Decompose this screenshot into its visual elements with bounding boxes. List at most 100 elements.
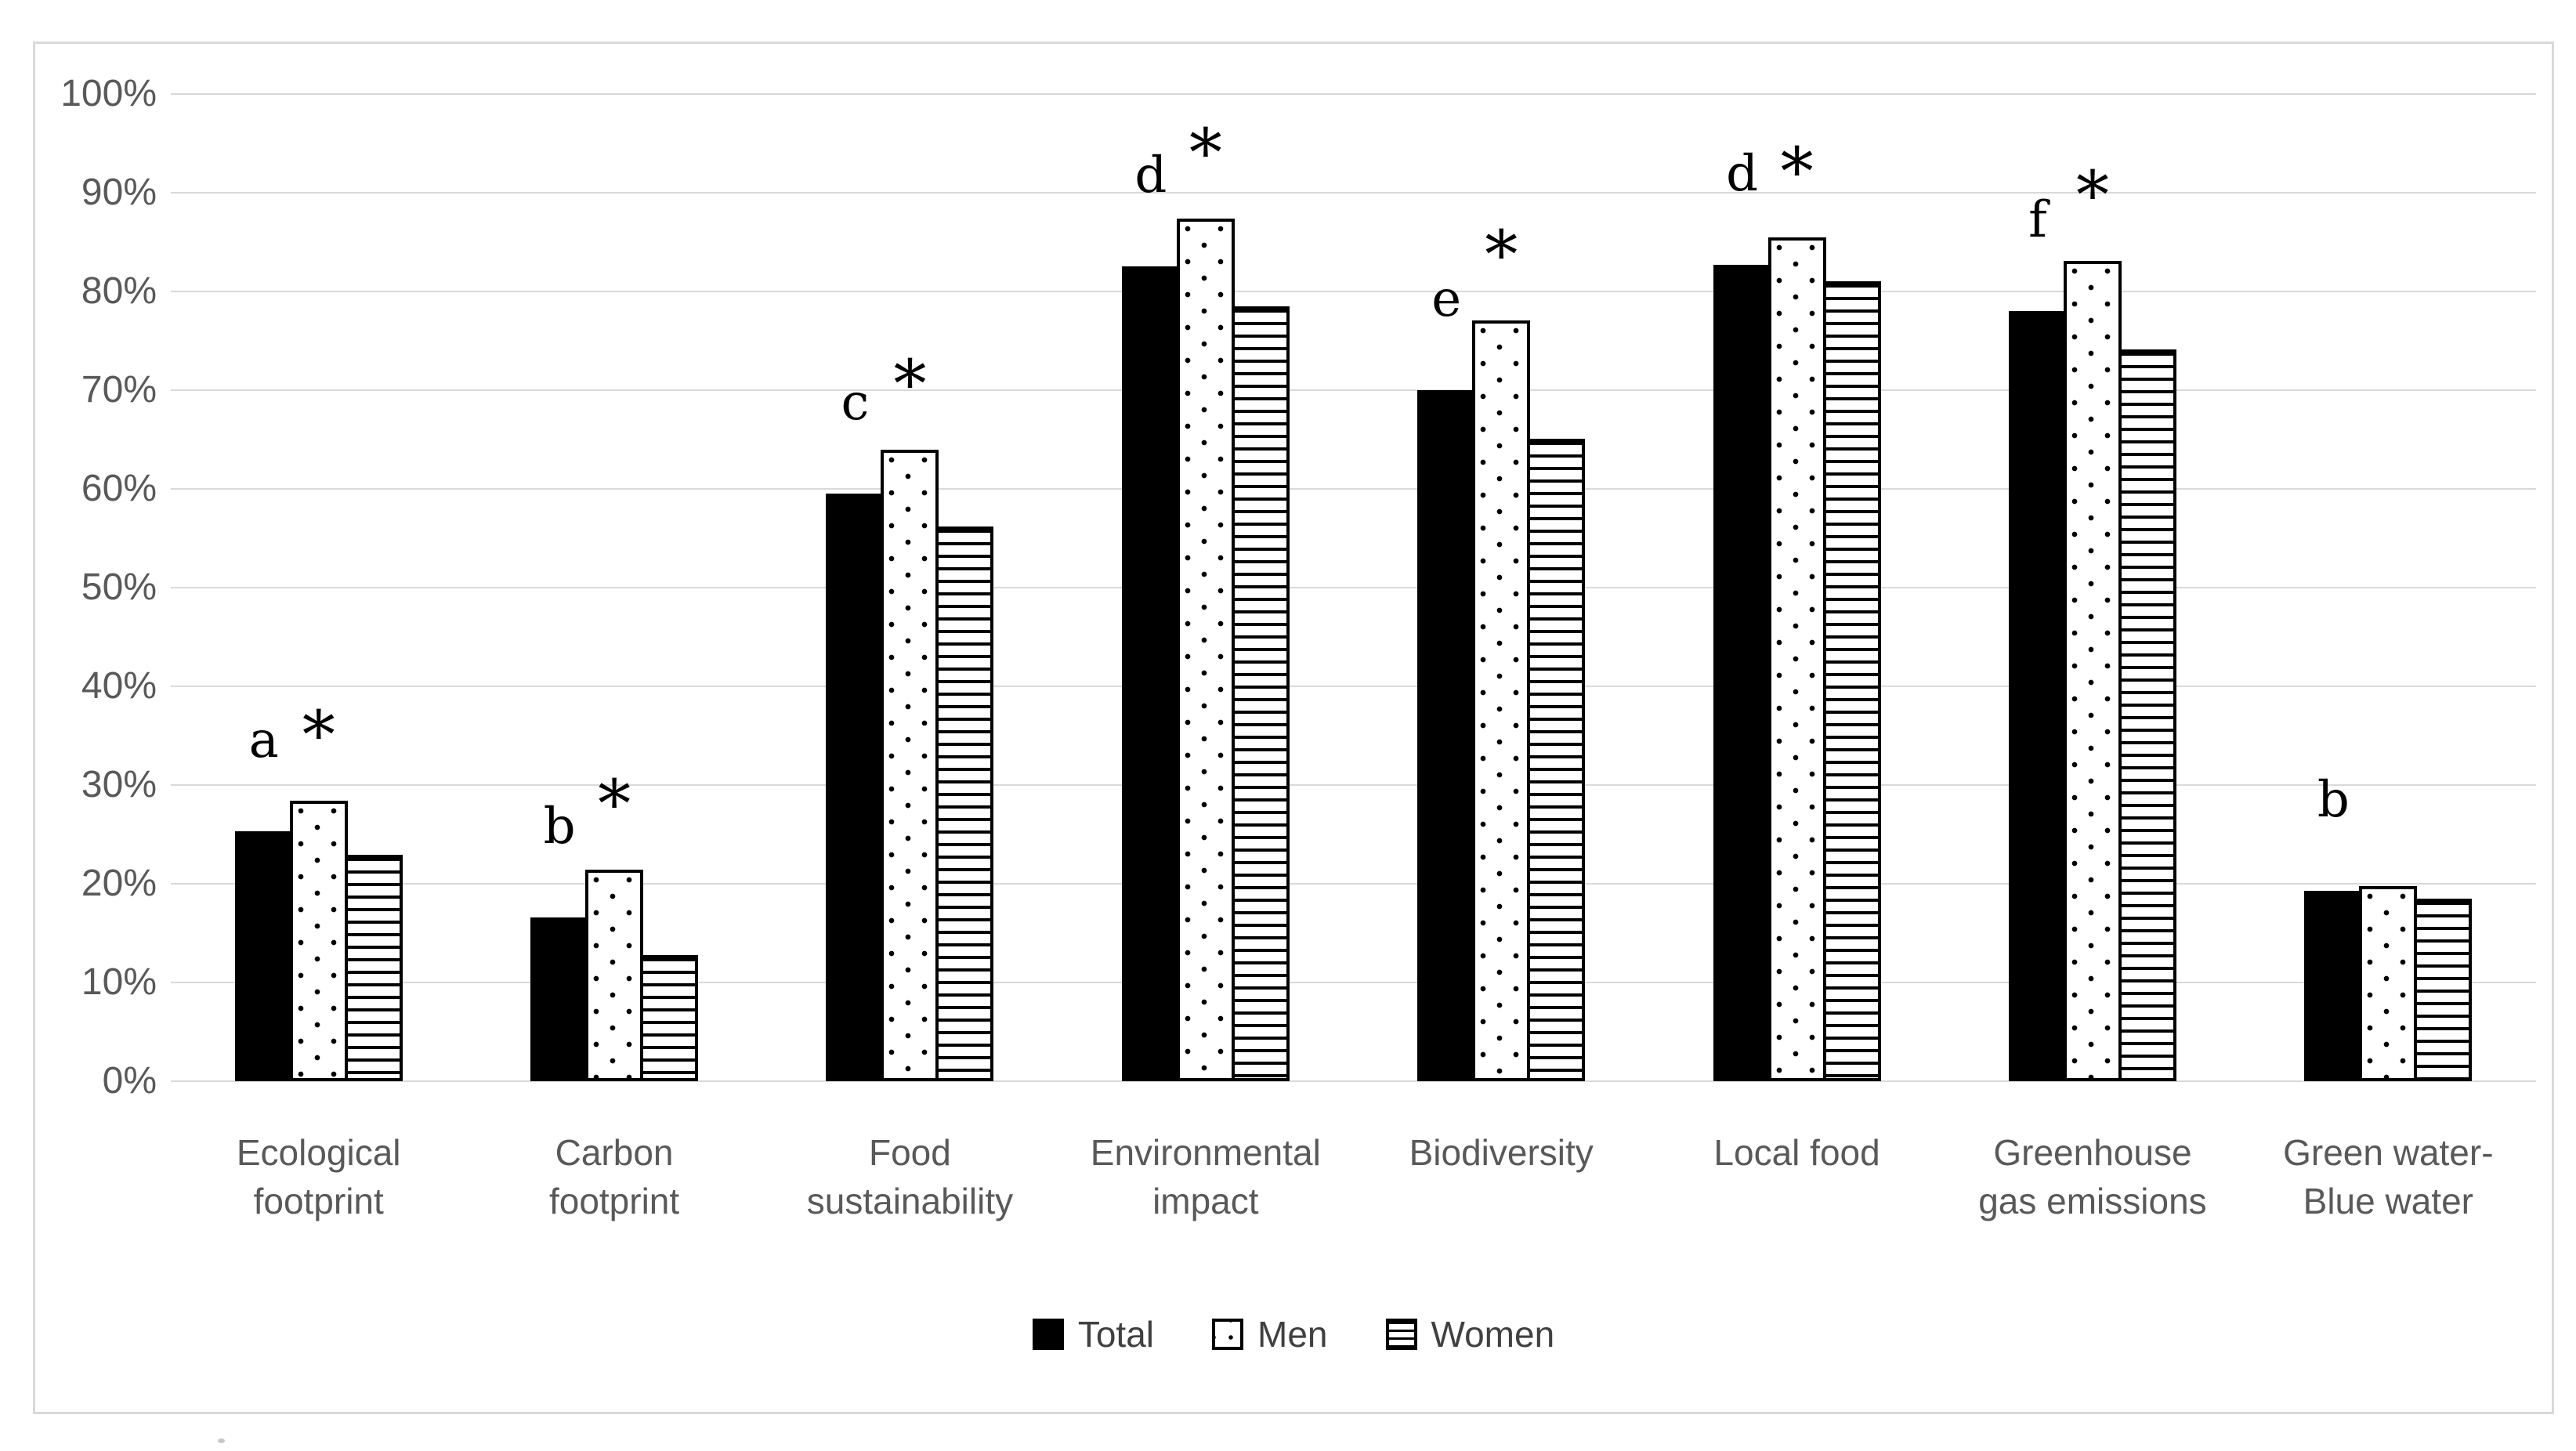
x-category-label-line: footprint xyxy=(548,1181,680,1221)
bar-women xyxy=(640,955,699,1081)
x-category-label: Green water- Blue water xyxy=(2241,1128,2536,1225)
x-category-label-line: sustainability xyxy=(806,1181,1014,1221)
annotation-letter: d xyxy=(1134,147,1167,204)
bar-women xyxy=(344,855,403,1081)
legend-label: Men xyxy=(1257,1314,1328,1355)
bar-women xyxy=(1231,306,1290,1081)
legend-item: Total xyxy=(1032,1313,1155,1355)
bar-men: * xyxy=(1176,120,1235,1081)
annotation-asterisk: * xyxy=(1485,216,1518,293)
annotation-letter: b xyxy=(543,798,576,856)
bar-women xyxy=(2118,349,2176,1081)
annotation-letter: e xyxy=(1431,270,1462,328)
bar-total: f xyxy=(2008,195,2067,1081)
y-tick-label: 60% xyxy=(81,468,157,509)
y-tick-label: 90% xyxy=(81,172,157,213)
bar-group: c * xyxy=(762,94,1058,1081)
y-tick-label: 0% xyxy=(102,1060,157,1102)
gridline xyxy=(171,686,2536,687)
x-category-label-line: Ecological xyxy=(236,1132,401,1173)
bar-men: * xyxy=(881,351,939,1081)
gridline xyxy=(171,982,2536,983)
x-category-label: Food sustainability xyxy=(762,1128,1058,1225)
y-tick-label: 50% xyxy=(81,566,157,608)
bar-group: f * xyxy=(1945,94,2240,1081)
annotation-letter: f xyxy=(2028,191,2047,249)
x-category-label-line: Green water- xyxy=(2283,1132,2494,1173)
legend-item: Men xyxy=(1212,1313,1328,1355)
bar-women xyxy=(935,526,994,1081)
x-category-label-line: impact xyxy=(1152,1181,1259,1221)
x-category-label: Carbon footprint xyxy=(466,1128,762,1225)
x-category-label: Biodiversity xyxy=(1354,1128,1649,1225)
legend-swatch-men xyxy=(1212,1319,1244,1350)
bar-total: e xyxy=(1417,274,1476,1081)
gridline xyxy=(171,291,2536,292)
x-category-label-line: footprint xyxy=(253,1181,384,1221)
gridline xyxy=(171,192,2536,194)
legend: Total Men Women xyxy=(35,1313,2552,1355)
bar-total: c xyxy=(826,378,885,1081)
legend-label: Total xyxy=(1077,1314,1155,1355)
legend-swatch-total xyxy=(1032,1319,1064,1350)
bar-group: d * xyxy=(1649,94,1945,1081)
bar-total: d xyxy=(1713,149,1771,1081)
gridline xyxy=(171,587,2536,588)
bar-group: d * xyxy=(1058,94,1353,1081)
annotation-letter: a xyxy=(248,711,279,769)
y-tick-label: 100% xyxy=(60,73,157,114)
bar-total: a xyxy=(234,715,293,1081)
x-category-label-line: Biodiversity xyxy=(1409,1132,1594,1173)
gridline xyxy=(171,883,2536,885)
y-tick-label: 70% xyxy=(81,369,157,411)
annotation-asterisk: * xyxy=(302,697,335,773)
x-category-label: Ecological footprint xyxy=(171,1128,466,1225)
bar-group: e * xyxy=(1354,94,1649,1081)
x-category-label: Environmental impact xyxy=(1058,1128,1353,1225)
annotation-letter: d xyxy=(1726,145,1759,203)
bar-women xyxy=(1822,281,1881,1081)
gridline xyxy=(171,1080,2536,1082)
y-tick-label: 10% xyxy=(81,961,157,1003)
x-category-label: Local food xyxy=(1649,1128,1945,1225)
bar-men xyxy=(2359,886,2418,1081)
gridline xyxy=(171,389,2536,391)
x-axis-labels: Ecological footprint Carbon footprint Food su… xyxy=(171,1128,2536,1225)
y-tick-label: 20% xyxy=(81,863,157,904)
x-category-label-line: gas emissions xyxy=(1978,1181,2207,1221)
x-category-label-line: Blue water xyxy=(2303,1181,2473,1221)
plot-groups: a * b * c * d * e * d * f * b xyxy=(171,94,2536,1081)
x-category-label-line: Greenhouse xyxy=(1993,1132,2192,1173)
bar-men: * xyxy=(1472,222,1531,1081)
legend-item: Women xyxy=(1385,1313,1554,1355)
gridline xyxy=(171,93,2536,95)
gridline xyxy=(171,784,2536,786)
x-category-label-line: Environmental xyxy=(1090,1132,1321,1173)
legend-swatch-women xyxy=(1385,1319,1417,1350)
bar-women xyxy=(2414,899,2473,1081)
bar-total: b xyxy=(530,801,589,1081)
bar-men: * xyxy=(1767,139,1826,1081)
annotation-letter: b xyxy=(2317,771,2350,829)
bar-group: b * xyxy=(466,94,762,1081)
y-axis: 0% 10% 20% 30% 40% 50% 60% 70% 80% 90% 100% xyxy=(0,74,157,1102)
gridline xyxy=(171,488,2536,490)
annotation-letter: c xyxy=(841,374,870,432)
y-tick-label: 80% xyxy=(81,270,157,312)
y-tick-label: 30% xyxy=(81,764,157,805)
x-category-label: Greenhouse gas emissions xyxy=(1945,1128,2240,1225)
annotation-asterisk: * xyxy=(893,346,927,422)
annotation-asterisk: * xyxy=(598,765,631,842)
annotation-asterisk: * xyxy=(1189,114,1222,191)
bar-total: d xyxy=(1121,150,1180,1081)
annotation-asterisk: * xyxy=(2075,157,2109,233)
bar-men: * xyxy=(585,771,644,1081)
x-category-label-line: Local food xyxy=(1713,1132,1880,1173)
x-category-label-line: Food xyxy=(869,1132,951,1173)
y-tick-label: 40% xyxy=(81,665,157,707)
page-artifact-dot xyxy=(218,1438,225,1443)
x-category-label-line: Carbon xyxy=(555,1132,674,1173)
bar-total: b xyxy=(2304,775,2363,1081)
bar-women xyxy=(1527,439,1586,1081)
